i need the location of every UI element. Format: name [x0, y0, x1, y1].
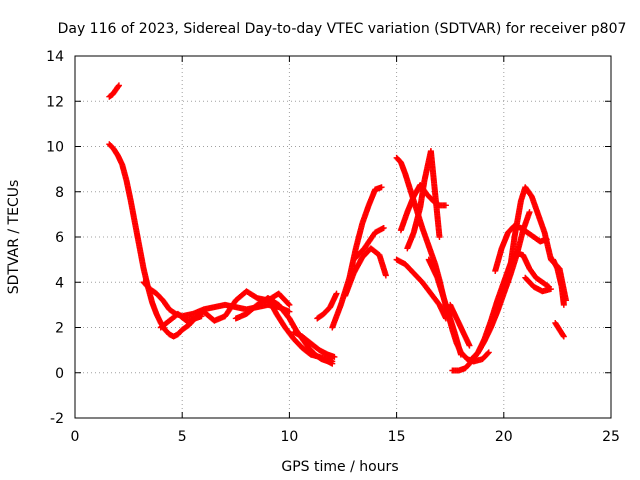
y-tick-label: 14	[46, 49, 64, 65]
data-point	[331, 353, 338, 360]
series-arc23	[550, 256, 567, 308]
series-arc2	[106, 141, 205, 340]
series-arc22	[522, 274, 554, 295]
series-arc6	[264, 295, 336, 365]
x-axis-label: GPS time / hours	[281, 459, 398, 475]
data-point	[436, 234, 443, 240]
y-tick-label: 4	[55, 275, 64, 291]
series-arc19	[468, 249, 552, 363]
axis-ticks	[74, 55, 612, 419]
x-tick-label: 5	[178, 429, 187, 445]
series-arc16	[425, 256, 464, 358]
data-point	[378, 184, 385, 191]
y-tick-labels: -2 0 2 4 6 8 10 12 14	[46, 49, 64, 427]
data-point	[526, 209, 533, 216]
series-arc12	[393, 154, 492, 365]
y-tick-label: 10	[46, 140, 64, 156]
data-point	[560, 333, 567, 340]
series-arc17	[447, 301, 473, 349]
x-tick-labels: 0 5 10 15 20 25	[71, 429, 620, 445]
data-point	[333, 290, 340, 297]
y-tick-label: 0	[55, 366, 64, 382]
data-point	[286, 308, 293, 315]
data-point	[466, 342, 473, 349]
data-point	[382, 272, 389, 279]
series-arc11	[350, 224, 387, 263]
x-tick-label: 25	[602, 429, 620, 445]
data-point	[442, 202, 449, 209]
data-point	[380, 224, 387, 231]
series-arc13	[393, 256, 449, 322]
x-tick-label: 10	[280, 429, 298, 445]
series-arc8	[314, 290, 340, 322]
y-tick-label: 12	[46, 94, 64, 110]
series-arc10	[342, 245, 389, 299]
data-point	[286, 301, 293, 308]
x-tick-label: 0	[71, 429, 80, 445]
data-point	[457, 351, 464, 358]
data-point	[285, 300, 292, 307]
data-points	[106, 82, 569, 374]
series-arc24	[552, 319, 567, 340]
series-arc1	[106, 82, 122, 100]
data-point	[484, 350, 491, 357]
y-tick-label: 2	[55, 321, 64, 337]
data-point	[547, 286, 554, 293]
y-tick-label: 6	[55, 230, 64, 246]
data-point	[560, 301, 567, 308]
chart-title: Day 116 of 2023, Sidereal Day-to-day VTE…	[58, 21, 627, 37]
data-point	[485, 349, 492, 356]
y-tick-label: 8	[55, 185, 64, 201]
x-tick-label: 15	[388, 429, 406, 445]
data-point	[115, 82, 122, 89]
data-point	[329, 358, 336, 365]
series-arc15	[404, 148, 443, 252]
series-arc7	[290, 329, 338, 360]
y-tick-label: -2	[50, 411, 64, 427]
x-tick-label: 20	[495, 429, 513, 445]
y-axis-label: SDTVAR / TECUs	[6, 180, 22, 295]
